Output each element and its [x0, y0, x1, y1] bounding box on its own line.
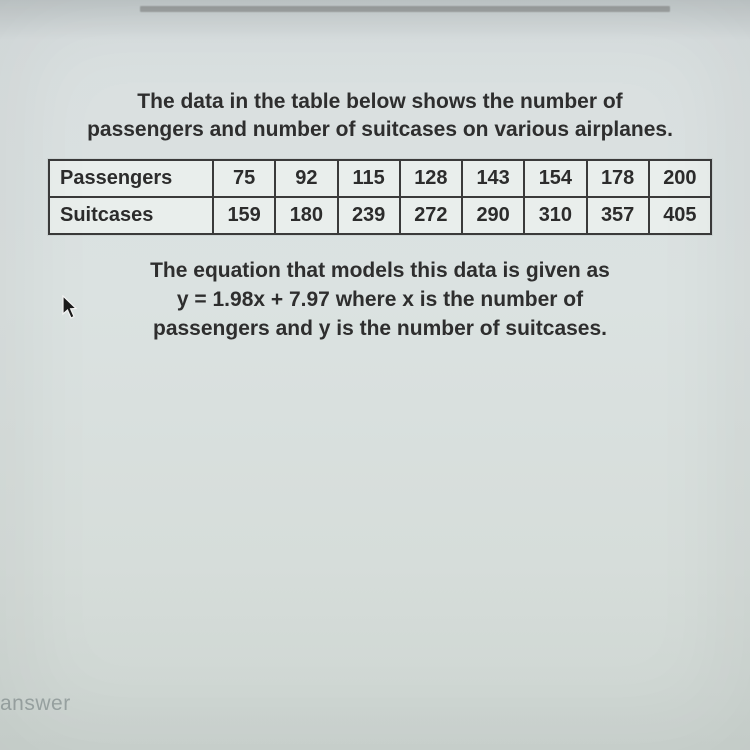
- table-cell: 75: [213, 160, 275, 197]
- problem-content: The data in the table below shows the nu…: [48, 88, 712, 344]
- table-cell: 115: [338, 160, 400, 197]
- intro-line-1: The data in the table below shows the nu…: [137, 90, 622, 113]
- table-cell: 405: [649, 197, 711, 234]
- equation-line-1: The equation that models this data is gi…: [150, 259, 610, 282]
- table-cell: 178: [587, 160, 649, 197]
- equation-text: The equation that models this data is gi…: [48, 257, 712, 344]
- answer-input[interactable]: answer: [0, 692, 71, 716]
- intro-line-2: passengers and number of suitcases on va…: [87, 118, 673, 141]
- equation-line-2: y = 1.98x + 7.97 where x is the number o…: [177, 288, 583, 311]
- data-table: Passengers 75 92 115 128 143 154 178 200…: [48, 159, 712, 235]
- table-cell: 239: [338, 197, 400, 234]
- table-cell: 357: [587, 197, 649, 234]
- intro-text: The data in the table below shows the nu…: [60, 88, 700, 145]
- equation-line-3: passengers and y is the number of suitca…: [153, 317, 607, 340]
- table-cell: 92: [275, 160, 337, 197]
- table-cell: 128: [400, 160, 462, 197]
- table-cell: 272: [400, 197, 462, 234]
- table-cell: 159: [213, 197, 275, 234]
- page-header-rule: [140, 6, 670, 12]
- table-cell: 290: [462, 197, 524, 234]
- table-cell: 154: [524, 160, 586, 197]
- table-row: Passengers 75 92 115 128 143 154 178 200: [49, 160, 711, 197]
- row-header-passengers: Passengers: [49, 160, 213, 197]
- row-header-suitcases: Suitcases: [49, 197, 213, 234]
- table-cell: 180: [275, 197, 337, 234]
- table-cell: 143: [462, 160, 524, 197]
- table-cell: 310: [524, 197, 586, 234]
- table-row: Suitcases 159 180 239 272 290 310 357 40…: [49, 197, 711, 234]
- table-cell: 200: [649, 160, 711, 197]
